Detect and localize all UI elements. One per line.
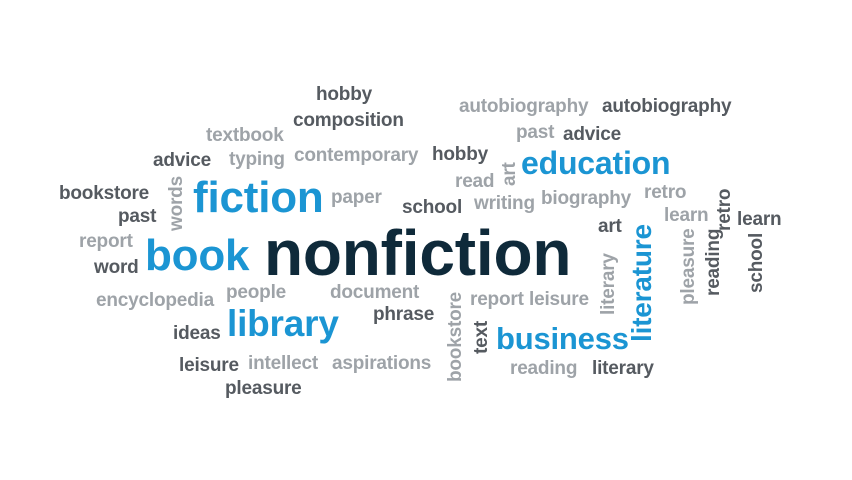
cloud-word: past [516, 122, 555, 143]
cloud-word: business [496, 321, 629, 356]
cloud-word: school [746, 232, 767, 293]
cloud-word: leisure [179, 355, 239, 376]
cloud-word: learn [737, 209, 782, 230]
cloud-word: education [521, 145, 671, 181]
cloud-word: school [402, 197, 463, 218]
cloud-word: report [470, 289, 524, 310]
cloud-word: intellect [248, 353, 318, 374]
cloud-word: art [598, 216, 622, 237]
cloud-word: pleasure [678, 228, 699, 305]
cloud-word: literary [598, 253, 619, 315]
cloud-word: ideas [173, 323, 221, 344]
cloud-word: reading [510, 358, 578, 379]
cloud-word: composition [293, 110, 404, 131]
cloud-word: fiction [193, 173, 324, 222]
cloud-word: bookstore [59, 183, 150, 204]
cloud-word: advice [563, 124, 621, 145]
cloud-word: library [227, 303, 339, 344]
cloud-word: pleasure [225, 378, 302, 399]
cloud-word: nonfiction [264, 217, 572, 289]
cloud-word: report [79, 231, 133, 252]
cloud-word: contemporary [294, 145, 419, 166]
cloud-word: book [145, 231, 250, 280]
cloud-word: document [330, 282, 420, 303]
cloud-word: people [226, 282, 287, 303]
cloud-word: art [499, 162, 520, 186]
cloud-word: past [118, 206, 157, 227]
cloud-word: hobby [432, 144, 488, 165]
cloud-word: bookstore [445, 291, 466, 382]
cloud-word: learn [664, 205, 709, 226]
cloud-word: encyclopedia [96, 290, 214, 311]
cloud-word: word [94, 257, 139, 278]
cloud-word: biography [541, 188, 632, 209]
cloud-word: hobby [316, 84, 372, 105]
cloud-word: text [471, 321, 492, 354]
cloud-word: writing [474, 193, 535, 214]
cloud-word: autobiography [602, 96, 732, 117]
cloud-word: literature [626, 224, 657, 342]
cloud-word: reading [703, 228, 724, 296]
cloud-word: retro [714, 188, 735, 231]
cloud-word: literary [592, 358, 654, 379]
cloud-word: words [166, 176, 187, 231]
cloud-word: autobiography [459, 96, 589, 117]
cloud-word: read [455, 171, 495, 192]
cloud-word: retro [644, 182, 687, 203]
cloud-word: textbook [206, 125, 284, 146]
cloud-word: phrase [373, 304, 435, 325]
cloud-word: aspirations [332, 353, 432, 374]
cloud-word: typing [229, 149, 285, 170]
cloud-word: leisure [529, 289, 589, 310]
cloud-word: advice [153, 150, 211, 171]
cloud-word: paper [331, 187, 382, 208]
